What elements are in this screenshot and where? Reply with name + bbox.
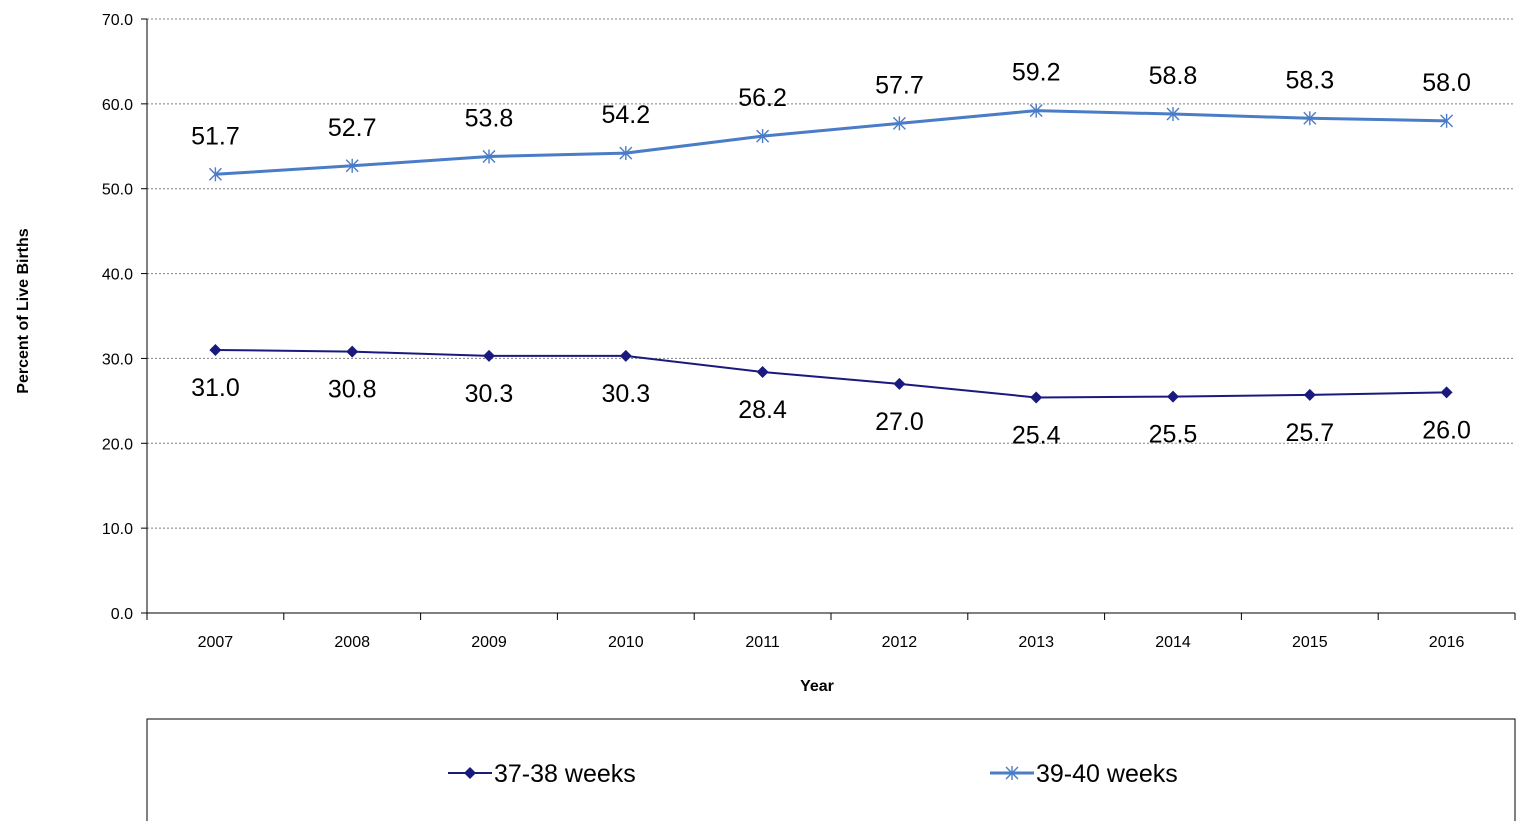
data-point — [346, 345, 359, 358]
y-tick-label: 10.0 — [102, 521, 133, 538]
data-point — [1166, 107, 1180, 122]
data-point — [892, 116, 906, 131]
x-tick-label: 2010 — [608, 634, 644, 651]
data-point — [209, 343, 222, 356]
x-tick-label: 2007 — [198, 634, 234, 651]
y-axis-title: Percent of Live Births — [15, 228, 32, 393]
legend-label: 39-40 weeks — [1036, 760, 1178, 788]
x-tick-label: 2016 — [1429, 634, 1465, 651]
y-tick-label: 50.0 — [102, 182, 133, 199]
data-point — [1303, 111, 1317, 126]
data-point — [482, 149, 496, 164]
data-label: 28.4 — [738, 396, 787, 424]
data-label: 30.8 — [328, 376, 377, 404]
data-label: 25.7 — [1285, 419, 1334, 447]
x-tick-label: 2015 — [1292, 634, 1328, 651]
data-label: 57.7 — [875, 71, 924, 99]
data-label: 53.8 — [465, 104, 514, 132]
data-label: 27.0 — [875, 408, 924, 436]
y-tick-label: 0.0 — [111, 606, 133, 623]
data-labels: 31.0 30.8 30.3 30.3 28.4 27.0 25.4 25.5 25.7 26.0… — [191, 59, 1471, 450]
legend-box — [146, 718, 1516, 821]
data-label: 25.5 — [1149, 421, 1198, 449]
legend-label: 37-38 weeks — [494, 760, 636, 788]
data-label: 26.0 — [1422, 416, 1471, 444]
x-tick-label: 2013 — [1018, 634, 1054, 651]
data-label: 25.4 — [1012, 421, 1061, 449]
x-axis-title: Year — [800, 678, 834, 695]
y-tick-label: 30.0 — [102, 351, 133, 368]
data-label: 54.2 — [601, 101, 650, 129]
axes — [141, 18, 1516, 620]
data-label: 56.2 — [738, 84, 787, 112]
y-tick-label: 70.0 — [102, 12, 133, 29]
data-point — [756, 366, 769, 379]
y-tick-label: 60.0 — [102, 97, 133, 114]
data-label: 58.3 — [1285, 66, 1334, 94]
data-label: 59.2 — [1012, 59, 1061, 87]
data-point — [1030, 391, 1043, 404]
x-tick-label: 2012 — [882, 634, 918, 651]
data-label: 52.7 — [328, 114, 377, 142]
data-label: 31.0 — [191, 374, 240, 402]
data-point — [1303, 388, 1316, 401]
y-tick-labels: 0.0 10.0 20.0 30.0 40.0 50.0 60.0 70.0 — [102, 12, 133, 623]
x-tick-label: 2009 — [471, 634, 507, 651]
data-label: 51.7 — [191, 122, 240, 150]
x-tick-label: 2008 — [334, 634, 370, 651]
data-point — [1029, 103, 1043, 118]
data-point — [1440, 113, 1454, 128]
series-line-37-38-weeks — [215, 348, 1447, 399]
series-lines — [208, 103, 1454, 404]
data-point — [345, 158, 359, 173]
y-tick-label: 40.0 — [102, 267, 133, 284]
legend-marker — [464, 767, 476, 779]
x-tick-label: 2011 — [745, 634, 780, 651]
x-tick-labels: 2007 2008 2009 2010 2011 2012 2013 2014 2015 2016 — [198, 634, 1465, 651]
data-point — [756, 129, 770, 144]
series-line-39-40-weeks — [215, 109, 1447, 176]
data-point — [1167, 390, 1179, 403]
x-tick-label: 2014 — [1155, 634, 1191, 651]
gridlines — [147, 18, 1515, 529]
data-point — [1440, 386, 1453, 399]
data-label: 30.3 — [465, 380, 514, 408]
data-point — [483, 349, 495, 362]
data-point — [208, 167, 222, 182]
legend-marker — [1005, 766, 1019, 780]
data-label: 58.8 — [1149, 62, 1198, 90]
data-label: 30.3 — [601, 380, 650, 408]
data-point — [893, 377, 906, 390]
y-tick-label: 20.0 — [102, 436, 133, 453]
data-point — [619, 146, 633, 161]
data-label: 58.0 — [1422, 69, 1471, 97]
legend-entry: 39-40 weeks — [990, 760, 1178, 788]
data-point — [619, 349, 632, 362]
legend-entry: 37-38 weeks — [448, 760, 636, 788]
legend: 37-38 weeks 39-40 weeks — [448, 760, 1178, 788]
